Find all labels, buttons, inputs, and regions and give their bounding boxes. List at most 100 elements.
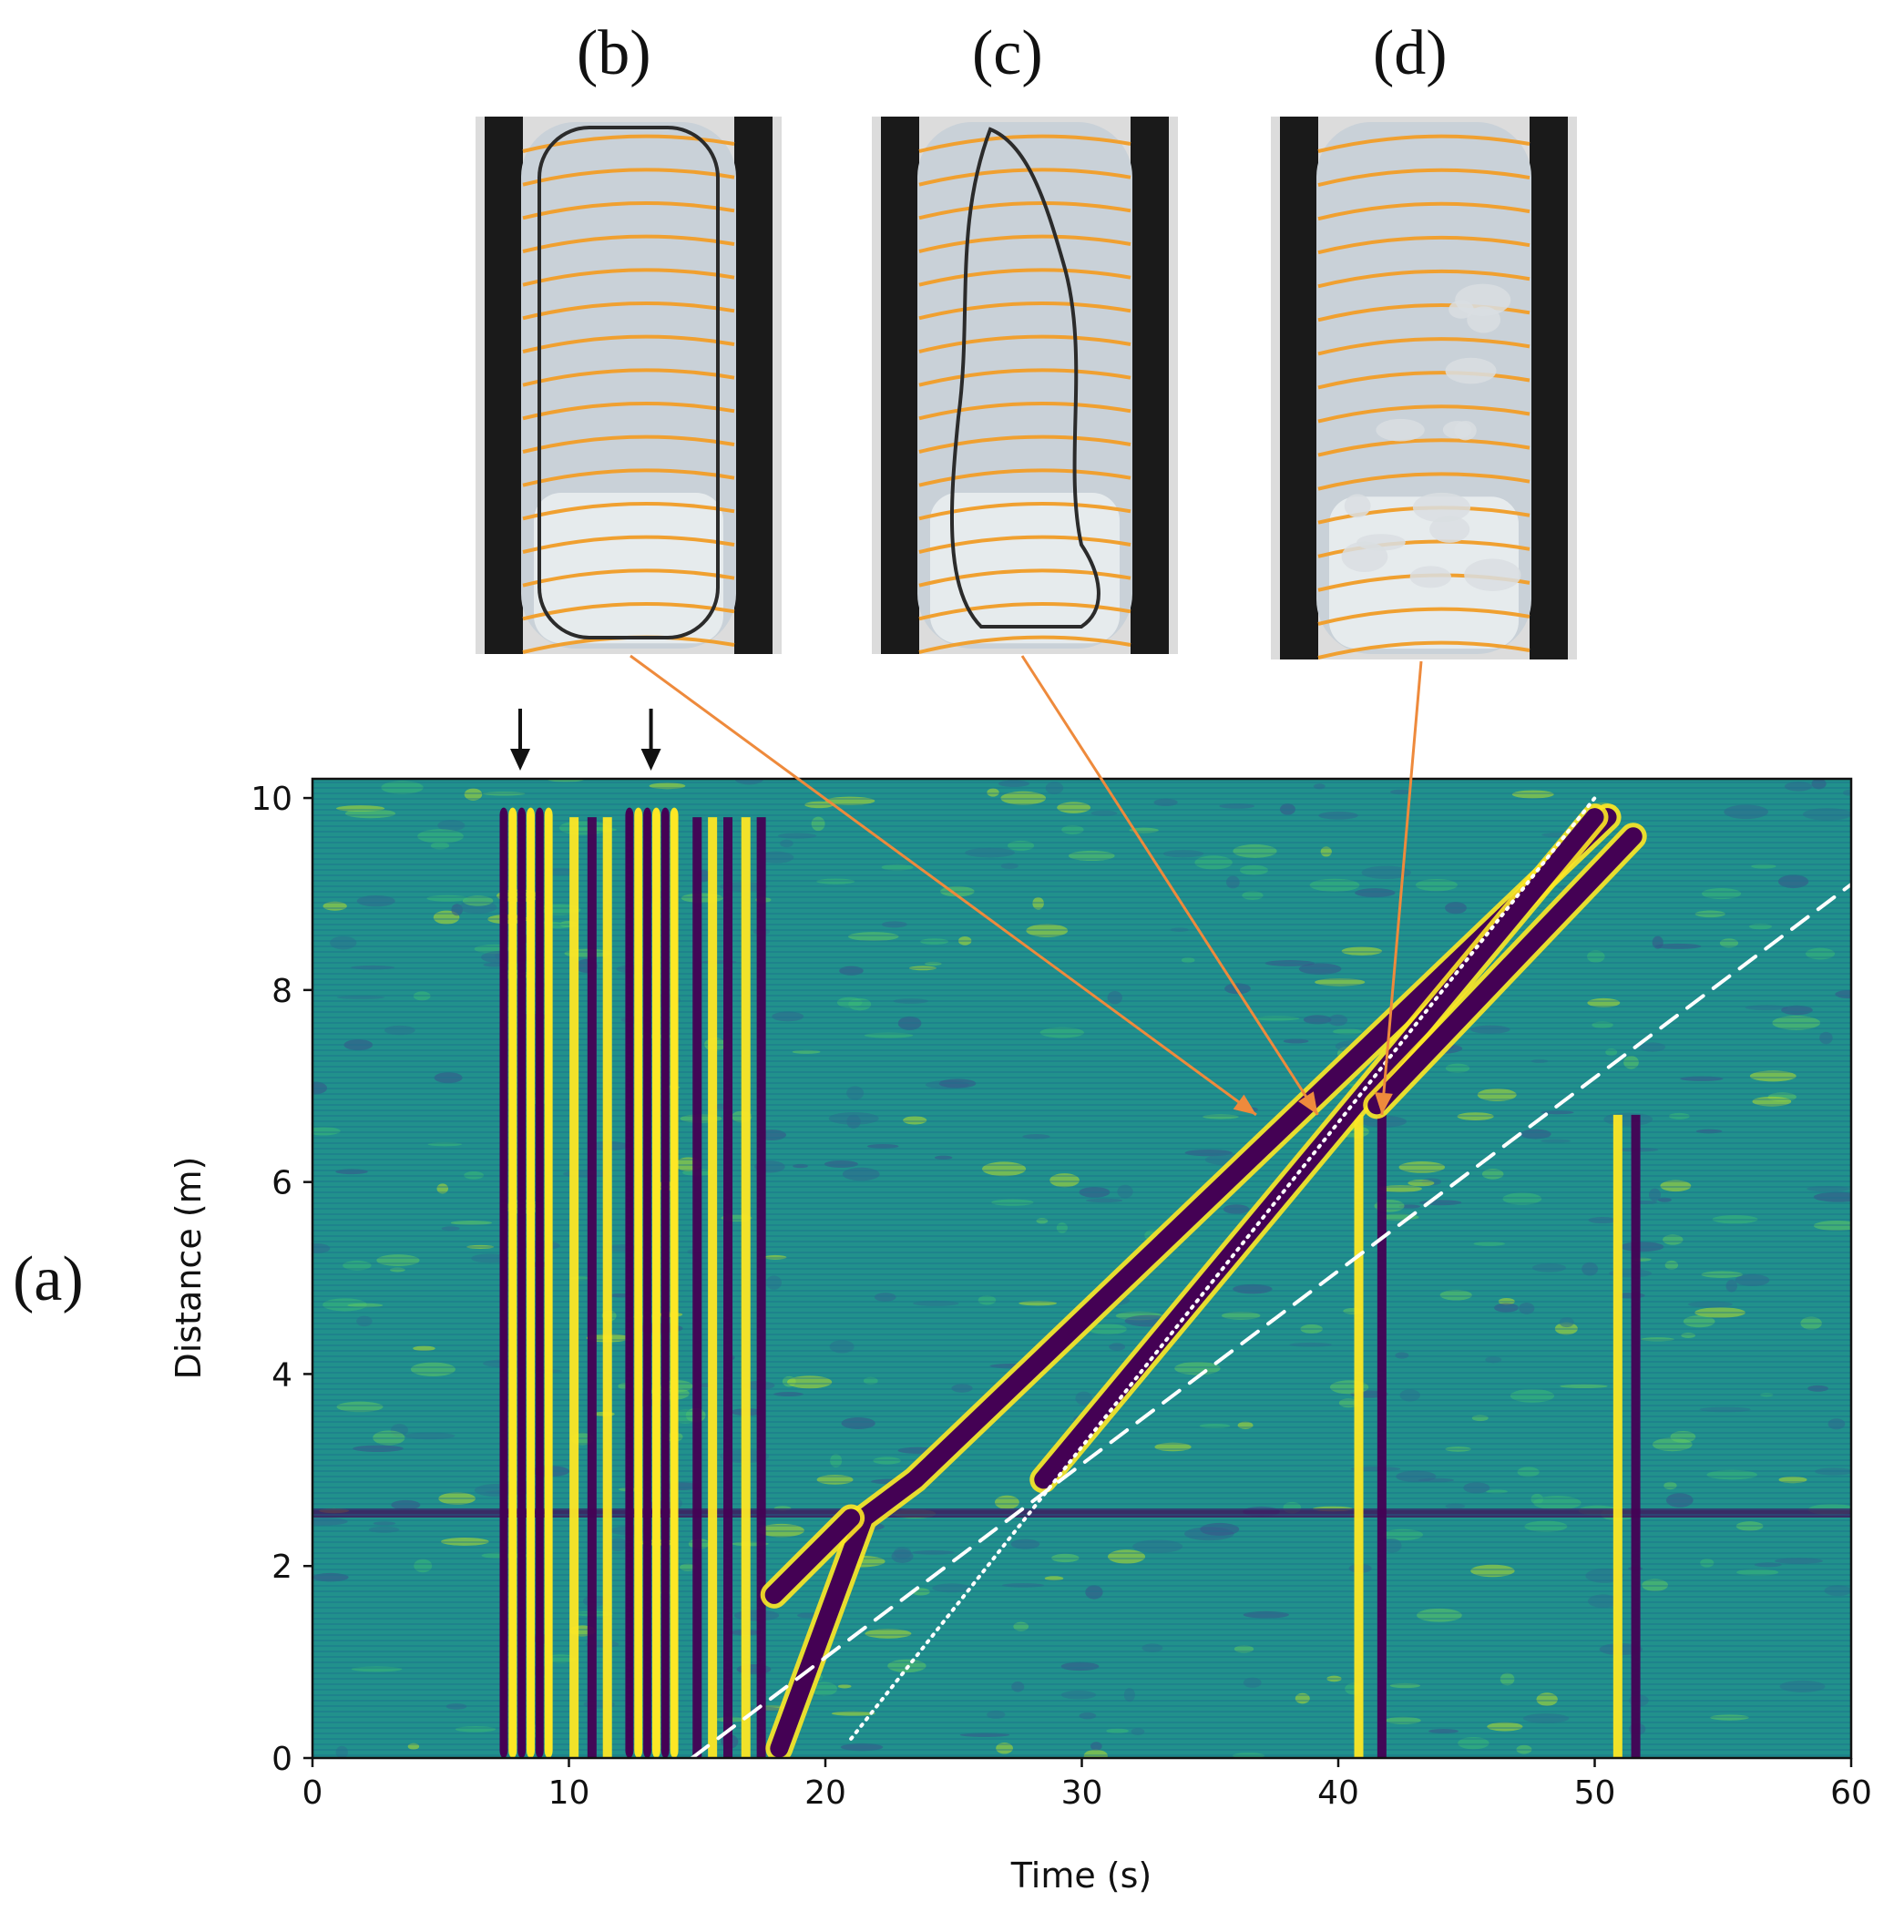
- vertical-streak: [1612, 1114, 1622, 1758]
- y-tick-label: 6: [271, 1165, 292, 1202]
- vertical-streak: [508, 807, 517, 1758]
- right-foam-support: [1131, 117, 1169, 654]
- dispersed-bubble: [1454, 420, 1477, 441]
- photo-b-image: [476, 117, 782, 654]
- x-tick-label: 30: [1061, 1774, 1103, 1812]
- scan-lines: [312, 779, 1851, 1758]
- vertical-streak: [643, 807, 652, 1758]
- right-foam-support: [1530, 117, 1568, 659]
- dispersed-bubble: [1412, 492, 1471, 523]
- dispersed-bubble: [1344, 494, 1371, 518]
- coil-winding: [1317, 269, 1530, 289]
- vertical-streak: [625, 807, 634, 1758]
- vertical-streak: [1377, 1114, 1387, 1758]
- trajectory-band: [764, 1508, 861, 1604]
- y-tick-label: 2: [271, 1549, 292, 1586]
- coil-winding: [522, 568, 735, 588]
- vertical-streak: [527, 807, 535, 1758]
- dispersed-bubble: [1356, 534, 1406, 551]
- photo-c-image: [872, 117, 1178, 654]
- coil-winding: [522, 302, 735, 321]
- down-arrow-head: [510, 749, 531, 771]
- vertical-streak: [517, 807, 527, 1758]
- coil-winding: [522, 201, 735, 220]
- vertical-streak: [1631, 1114, 1641, 1758]
- vertical-streak: [634, 807, 643, 1758]
- annotation-arrow-head: [1298, 1091, 1318, 1115]
- y-tick-label: 0: [271, 1741, 292, 1778]
- coil-winding: [1317, 607, 1530, 626]
- coil-winding: [522, 535, 735, 554]
- dispersed-bubble: [1376, 418, 1425, 442]
- coil-winding: [1317, 640, 1530, 659]
- vertical-streak: [741, 817, 751, 1758]
- y-tick-label: 10: [251, 781, 292, 818]
- x-tick-label: 40: [1317, 1774, 1359, 1812]
- coil-winding: [918, 502, 1131, 521]
- coil-winding: [918, 168, 1131, 187]
- vertical-streak: [708, 817, 718, 1758]
- vertical-streak: [660, 807, 670, 1758]
- coil-winding: [918, 302, 1131, 321]
- vertical-streak: [670, 807, 679, 1758]
- annotation-arrow: [1020, 655, 1319, 1116]
- coil-winding: [1317, 134, 1530, 153]
- y-axis: 0 2 4 6 8 10: [251, 781, 312, 1778]
- photo-d-image: [1271, 117, 1577, 659]
- reference-lines: [690, 796, 1851, 1758]
- coil-winding: [1317, 201, 1530, 221]
- y-axis-label: Distance (m): [169, 1157, 209, 1380]
- x-axis: 0 10 20 30 40 50 60: [302, 1758, 1872, 1812]
- x-tick-label: 20: [804, 1774, 846, 1812]
- panel-label-b: (b): [577, 18, 651, 88]
- annotation-arrow: [630, 654, 1257, 1117]
- coil-winding: [918, 334, 1131, 353]
- photo-c: [872, 117, 1178, 654]
- dispersed-bubble: [1448, 300, 1474, 319]
- dispersed-bubble: [1429, 516, 1470, 543]
- panel-label-a: (a): [13, 1244, 84, 1314]
- coil-winding: [918, 535, 1131, 554]
- annotation-arrow-head: [1233, 1094, 1256, 1115]
- coil-winding: [522, 502, 735, 521]
- coil-winding: [918, 602, 1131, 621]
- photo-d: [1271, 117, 1577, 659]
- vertical-streak: [756, 817, 766, 1758]
- vertical-streak: [587, 817, 597, 1758]
- vertical-streak: [499, 807, 508, 1758]
- coil-winding: [918, 134, 1131, 153]
- x-tick-label: 10: [548, 1774, 590, 1812]
- coil-winding: [918, 201, 1131, 220]
- dispersed-bubble: [1409, 566, 1452, 588]
- coil-winding: [918, 234, 1131, 253]
- vertical-streak: [692, 817, 702, 1758]
- vertical-streak: [569, 817, 579, 1758]
- x-axis-label: Time (s): [1010, 1855, 1152, 1896]
- bubble-outline: [949, 127, 1100, 629]
- coil-winding: [1317, 168, 1530, 188]
- bubble-outline: [537, 126, 720, 639]
- vertical-streak: [723, 817, 733, 1758]
- y-tick-label: 4: [271, 1356, 292, 1394]
- x-tick-label: 0: [302, 1774, 323, 1812]
- left-foam-support: [1280, 117, 1318, 659]
- coil-winding: [522, 434, 735, 454]
- coil-winding: [918, 402, 1131, 421]
- coil-winding: [918, 368, 1131, 387]
- coil-winding: [522, 368, 735, 387]
- coil-winding: [918, 268, 1131, 287]
- coil-winding: [918, 635, 1131, 654]
- x-tick-label: 60: [1830, 1774, 1872, 1812]
- vertical-streak: [602, 817, 612, 1758]
- right-foam-support: [734, 117, 773, 654]
- trajectory-band: [1367, 827, 1643, 1115]
- vertical-streak: [535, 807, 544, 1758]
- dispersed-bubble: [1464, 558, 1521, 591]
- vertical-streak: [1354, 1114, 1364, 1758]
- coil-winding: [918, 434, 1131, 454]
- panel-label-c: (c): [972, 18, 1043, 88]
- left-foam-support: [881, 117, 919, 654]
- dashed-reference-line: [690, 882, 1851, 1758]
